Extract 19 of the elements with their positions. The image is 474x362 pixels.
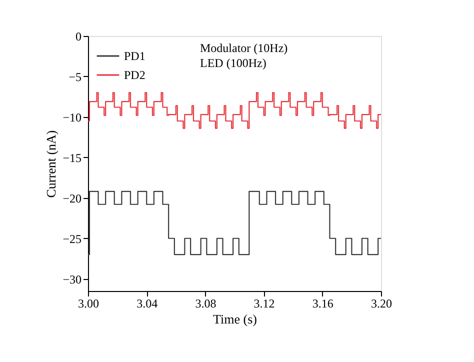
x-tick-label: 3.08	[195, 296, 216, 310]
y-tick-label: −15	[62, 150, 82, 165]
annotation: LED (100Hz)	[200, 56, 266, 70]
y-axis-title: Current (nA)	[44, 130, 59, 198]
y-tick-label: −20	[62, 191, 82, 206]
y-tick-label: −10	[62, 110, 82, 124]
x-tick-label: 3.16	[312, 296, 334, 310]
x-tick-label: 3.04	[136, 296, 158, 310]
x-tick-label: 3.12	[254, 296, 275, 310]
y-tick-label: −25	[62, 232, 82, 246]
y-tick-label: 0	[76, 30, 82, 44]
y-tick-label: −30	[62, 272, 82, 286]
x-axis-title: Time (s)	[213, 312, 257, 326]
legend-label: PD2	[124, 68, 146, 82]
annotation: Modulator (10Hz)	[200, 41, 288, 55]
x-tick-label: 3.00	[78, 296, 99, 310]
x-tick-label: 3.20	[371, 296, 392, 310]
legend-label: PD1	[124, 49, 146, 63]
y-tick-label: −5	[68, 70, 82, 84]
